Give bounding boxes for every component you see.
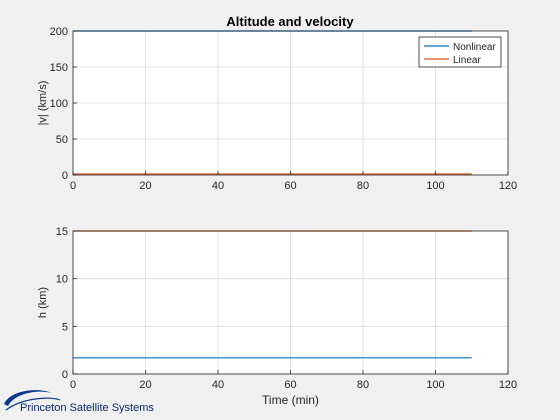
altitude-x-tick-label: 20: [139, 379, 151, 391]
velocity-y-axis-label: |v| (km/s): [37, 81, 49, 126]
altitude-x-tick-label: 40: [212, 379, 224, 391]
chart-title: Altitude and velocity: [226, 14, 354, 29]
velocity-x-tick-label: 120: [499, 180, 517, 192]
altitude-axes: 0 20 40 60 80 100 120 0 5 10 15 h (km) Time (min): [37, 226, 517, 407]
velocity-y-tick-label: 100: [50, 98, 68, 110]
velocity-x-tick-label: 100: [426, 180, 444, 192]
velocity-x-tick-label: 60: [284, 180, 296, 192]
velocity-y-tick-label: 200: [50, 26, 68, 38]
velocity-x-tick-label: 40: [212, 180, 224, 192]
altitude-y-tick-label: 10: [56, 274, 68, 286]
altitude-y-tick-label: 0: [62, 369, 68, 381]
velocity-x-tick-label: 80: [357, 180, 369, 192]
altitude-y-axis-label: h (km): [37, 287, 49, 318]
logo-arc-icon: [5, 397, 61, 411]
altitude-x-axis-label: Time (min): [262, 393, 319, 407]
legend-box: [418, 36, 502, 68]
velocity-y-tick-label: 150: [50, 62, 68, 74]
velocity-x-tick-label: 0: [70, 180, 76, 192]
altitude-x-tick-label: 60: [284, 379, 296, 391]
velocity-axes: 0 20 40 60 80 100 120 0 50 100 150 200 |v| (km/s) Non…: [37, 26, 517, 192]
velocity-x-tick-label: 20: [139, 180, 151, 192]
logo-text: Princeton Satellite Systems: [20, 402, 154, 414]
altitude-x-tick-label: 120: [499, 379, 517, 391]
velocity-y-tick-label: 50: [56, 134, 68, 146]
princeton-logo: Princeton Satellite Systems: [4, 390, 154, 414]
legend-label-linear: Linear: [453, 55, 481, 66]
altitude-x-tick-label: 100: [426, 379, 444, 391]
altitude-y-tick-label: 5: [62, 321, 68, 333]
legend-label-nonlinear: Nonlinear: [453, 42, 496, 53]
altitude-y-tick-label: 15: [56, 226, 68, 238]
velocity-y-tick-label: 0: [62, 170, 68, 182]
velocity-legend: Nonlinear Linear: [418, 36, 502, 68]
altitude-x-tick-label: 80: [357, 379, 369, 391]
logo-swoosh-icon: [4, 390, 52, 406]
altitude-x-tick-label: 0: [70, 379, 76, 391]
